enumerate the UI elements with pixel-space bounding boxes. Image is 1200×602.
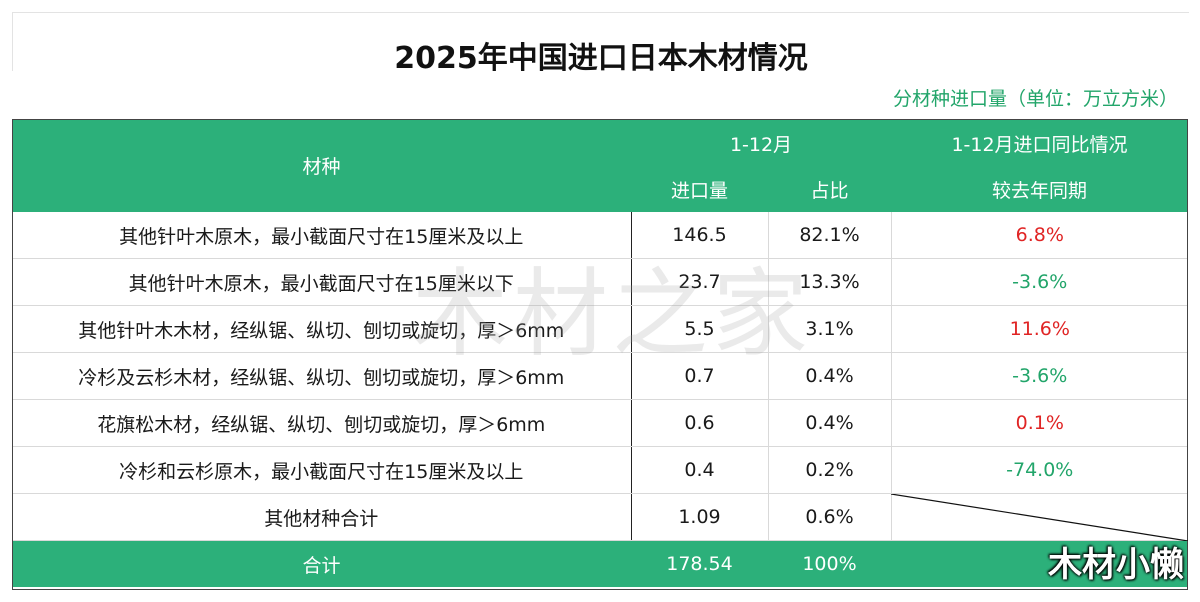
table-row: 其他针叶木木材，经纵锯、纵切、刨切或旋切，厚＞6mm 5.5 3.1% 11.6… xyxy=(12,305,1188,353)
share-cell: 0.4% xyxy=(768,399,892,447)
table-row: 花旗松木材，经纵锯、纵切、刨切或旋切，厚＞6mm 0.6 0.4% 0.1% xyxy=(12,399,1188,447)
share-cell: 0.6% xyxy=(768,493,892,541)
import-table: 材种 1-12月 1-12月进口同比情况 进口量 占比 较去年同期 其他针叶木原… xyxy=(12,119,1188,587)
title-box: 2025年中国进口日本木材情况 xyxy=(12,12,1189,76)
share-cell: 82.1% xyxy=(768,212,892,259)
volume-cell: 0.7 xyxy=(631,352,769,400)
header-share: 占比 xyxy=(768,167,891,212)
header-volume: 进口量 xyxy=(631,167,768,212)
volume-cell: 146.5 xyxy=(631,212,769,259)
yoy-cell: -3.6% xyxy=(891,258,1188,306)
table-row: 其他针叶木原木，最小截面尺寸在15厘米及以上 146.5 82.1% 6.8% xyxy=(12,212,1188,259)
header-yoy: 较去年同期 xyxy=(891,167,1188,212)
table-row: 其他针叶木原木，最小截面尺寸在15厘米以下 23.7 13.3% -3.6% xyxy=(12,258,1188,306)
material-cell: 其他材种合计 xyxy=(12,493,632,541)
total-share: 100% xyxy=(768,540,891,587)
yoy-cell: 6.8% xyxy=(891,212,1188,259)
total-row: 合计 178.54 100% xyxy=(12,540,1188,587)
total-volume: 178.54 xyxy=(631,540,768,587)
yoy-cell: -74.0% xyxy=(891,446,1188,494)
share-cell: 3.1% xyxy=(768,305,892,353)
share-cell: 0.2% xyxy=(768,446,892,494)
yoy-cell-empty xyxy=(891,493,1188,541)
table-row: 其他材种合计 1.09 0.6% xyxy=(12,493,1188,541)
yoy-cell: 11.6% xyxy=(891,305,1188,353)
header-material: 材种 xyxy=(12,119,631,212)
material-cell: 其他针叶木木材，经纵锯、纵切、刨切或旋切，厚＞6mm xyxy=(12,305,632,353)
table-row: 冷杉和云杉原木，最小截面尺寸在15厘米及以上 0.4 0.2% -74.0% xyxy=(12,446,1188,494)
yoy-cell: 0.1% xyxy=(891,399,1188,447)
material-cell: 其他针叶木原木，最小截面尺寸在15厘米及以上 xyxy=(12,212,632,259)
material-cell: 冷杉和云杉原木，最小截面尺寸在15厘米及以上 xyxy=(12,446,632,494)
header-yoy-group: 1-12月进口同比情况 xyxy=(891,119,1188,167)
table-row: 冷杉及云杉木材，经纵锯、纵切、刨切或旋切，厚＞6mm 0.7 0.4% -3.6… xyxy=(12,352,1188,400)
yoy-cell: -3.6% xyxy=(891,352,1188,400)
volume-cell: 0.4 xyxy=(631,446,769,494)
volume-cell: 0.6 xyxy=(631,399,769,447)
material-cell: 冷杉及云杉木材，经纵锯、纵切、刨切或旋切，厚＞6mm xyxy=(12,352,632,400)
volume-cell: 5.5 xyxy=(631,305,769,353)
share-cell: 0.4% xyxy=(768,352,892,400)
unit-note: 分材种进口量（单位：万立方米） xyxy=(892,88,1178,110)
material-cell: 其他针叶木原木，最小截面尺寸在15厘米以下 xyxy=(12,258,632,306)
total-label: 合计 xyxy=(12,540,631,587)
volume-cell: 1.09 xyxy=(631,493,769,541)
brand-logo-text: 木材小懒 xyxy=(1048,545,1184,585)
page-title: 2025年中国进口日本木材情况 xyxy=(394,41,808,76)
share-cell: 13.3% xyxy=(768,258,892,306)
volume-cell: 23.7 xyxy=(631,258,769,306)
header-period: 1-12月 xyxy=(631,119,891,167)
total-yoy-empty xyxy=(891,540,1188,587)
material-cell: 花旗松木材，经纵锯、纵切、刨切或旋切，厚＞6mm xyxy=(12,399,632,447)
